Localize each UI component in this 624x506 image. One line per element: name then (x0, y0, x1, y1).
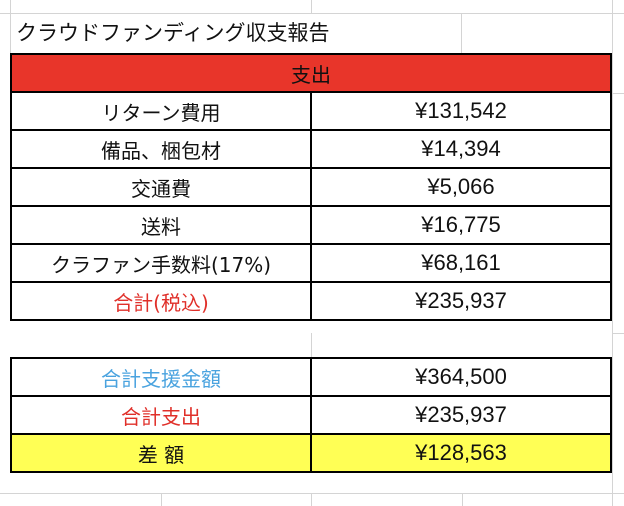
expense-label-cell[interactable]: 合計支出 (10, 395, 312, 435)
difference-label-cell[interactable]: 差 額 (10, 433, 312, 473)
blank-row (11, 319, 611, 359)
support-value-cell[interactable]: ¥364,500 (310, 357, 612, 397)
label-cell[interactable]: クラファン手数料(17%) (10, 243, 312, 283)
total-value-cell[interactable]: ¥235,937 (310, 281, 612, 321)
label-cell[interactable]: リターン費用 (10, 91, 312, 131)
table-row: クラファン手数料(17%) ¥68,161 (10, 243, 612, 283)
table-row: 送料 ¥16,775 (10, 205, 612, 245)
gridline (311, 0, 312, 13)
table-row: リターン費用 ¥131,542 (10, 91, 612, 131)
gridline (161, 493, 162, 506)
gridline (0, 493, 624, 494)
gridline (311, 493, 312, 506)
table-row: 備品、梱包材 ¥14,394 (10, 129, 612, 169)
empty-cell[interactable] (11, 319, 311, 359)
gridline (462, 493, 463, 506)
label-cell[interactable]: 送料 (10, 205, 312, 245)
value-cell[interactable]: ¥131,542 (310, 91, 612, 131)
empty-cell[interactable] (311, 319, 611, 359)
gridline (612, 0, 613, 506)
value-cell[interactable]: ¥68,161 (310, 243, 612, 283)
support-label-cell[interactable]: 合計支援金額 (10, 357, 312, 397)
total-row: 合計(税込) ¥235,937 (10, 281, 612, 321)
gridline (461, 13, 462, 53)
gridline (612, 333, 624, 334)
label-cell[interactable]: 備品、梱包材 (10, 129, 312, 169)
value-cell[interactable]: ¥14,394 (310, 129, 612, 169)
gridline (612, 93, 624, 94)
value-cell[interactable]: ¥5,066 (310, 167, 612, 207)
gridline (10, 0, 11, 53)
difference-value-cell[interactable]: ¥128,563 (310, 433, 612, 473)
support-row: 合計支援金額 ¥364,500 (10, 357, 612, 397)
difference-row: 差 額 ¥128,563 (10, 433, 612, 473)
report-table: 支出 リターン費用 ¥131,542 備品、梱包材 ¥14,394 交通費 ¥5,06… (10, 53, 612, 473)
expense-value-cell[interactable]: ¥235,937 (310, 395, 612, 435)
header-row: 支出 (10, 53, 612, 93)
total-label-cell[interactable]: 合計(税込) (10, 281, 312, 321)
gridline (0, 13, 624, 14)
expenses-header-cell[interactable]: 支出 (10, 53, 612, 93)
table-row: 交通費 ¥5,066 (10, 167, 612, 207)
sheet-title[interactable]: クラウドファンディング収支報告 (16, 21, 330, 45)
expense-row: 合計支出 ¥235,937 (10, 395, 612, 435)
label-cell[interactable]: 交通費 (10, 167, 312, 207)
value-cell[interactable]: ¥16,775 (310, 205, 612, 245)
